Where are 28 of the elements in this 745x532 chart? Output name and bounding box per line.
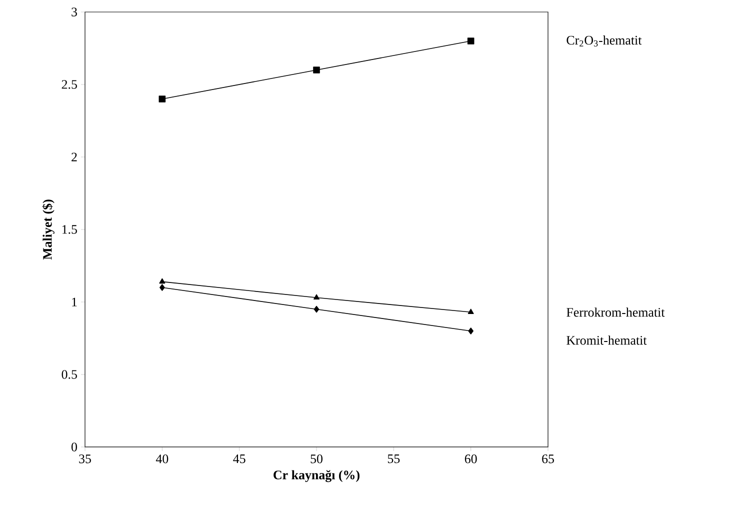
y-tick-label: 2.5 (62, 80, 77, 89)
x-tick-label: 40 (156, 454, 168, 464)
text: Cr$_{2}$O$_{3}$-hematit (566, 36, 642, 46)
point (160, 284, 165, 291)
text: Ferrokrom-hematit (566, 308, 665, 317)
text: Kromit-hematit (566, 336, 647, 345)
point (313, 66, 320, 74)
y-tick-label: 1 (72, 298, 77, 306)
y-tick-label: 0.5 (62, 370, 77, 379)
point (314, 306, 320, 313)
point (314, 294, 320, 300)
x-axis-title: Cr kaynağı (%) (274, 470, 360, 482)
y-tick-label: 3 (72, 8, 77, 16)
y-tick-label: 0 (72, 442, 77, 452)
point (159, 278, 166, 284)
y-tick-label: 1.5 (62, 225, 77, 234)
y-axis-title: Maliyet ($) (42, 200, 54, 260)
x-tick-label: 45 (233, 454, 246, 464)
point (468, 328, 474, 334)
point (468, 308, 474, 314)
x-tick-label: 35 (79, 454, 91, 464)
x-tick-label: 60 (464, 454, 477, 464)
x-tick-label: 65 (542, 454, 554, 464)
y-tick-label: 2 (72, 152, 77, 162)
point (158, 96, 166, 102)
point (467, 38, 474, 44)
x-tick-label: 50 (310, 454, 322, 464)
x-tick-label: 55 (388, 454, 400, 464)
